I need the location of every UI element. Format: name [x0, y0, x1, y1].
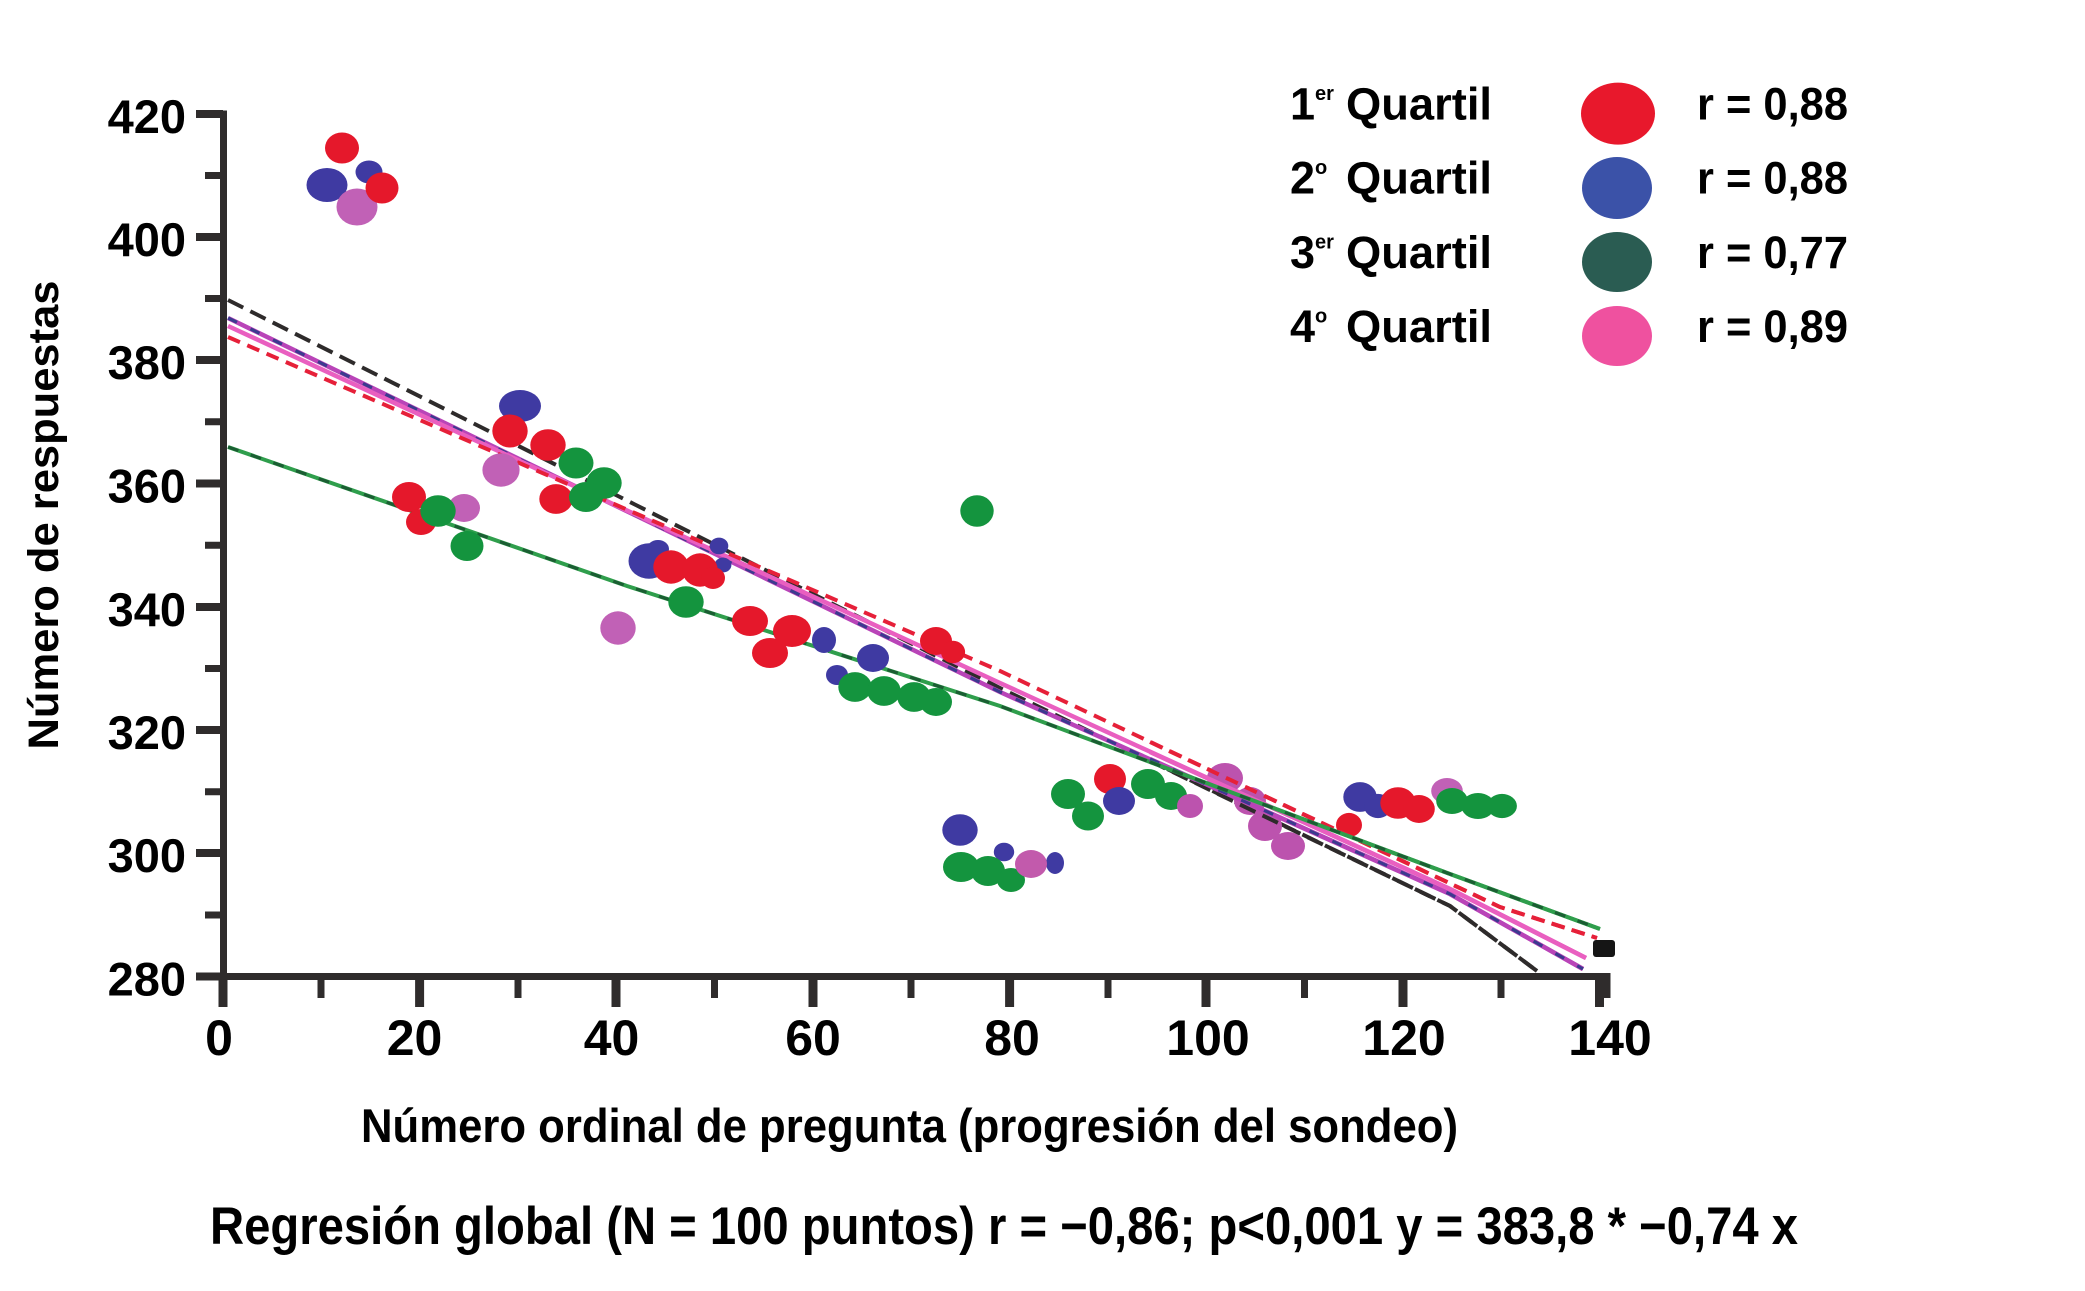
svg-text:r = 0,77: r = 0,77	[1697, 227, 1848, 278]
svg-text:r = 0,89: r = 0,89	[1697, 301, 1848, 352]
svg-text:r = 0,88: r = 0,88	[1697, 79, 1848, 130]
svg-text:Quartil: Quartil	[1346, 227, 1492, 278]
svg-text:100: 100	[1166, 1010, 1249, 1066]
svg-text:300: 300	[108, 829, 186, 882]
svg-text:2o: 2o	[1290, 153, 1327, 204]
svg-text:0: 0	[205, 1010, 233, 1066]
svg-text:360: 360	[108, 460, 186, 513]
svg-text:40: 40	[584, 1010, 640, 1066]
svg-text:Número ordinal de pregunta (pr: Número ordinal de pregunta (progresión d…	[361, 1099, 1458, 1152]
svg-text:Quartil: Quartil	[1346, 301, 1492, 352]
svg-text:Quartil: Quartil	[1346, 153, 1492, 204]
svg-text:80: 80	[984, 1010, 1040, 1066]
svg-text:Regresión global (N = 100 punt: Regresión global (N = 100 puntos) r = −0…	[210, 1197, 1798, 1256]
svg-text:20: 20	[387, 1010, 443, 1066]
svg-text:3er: 3er	[1290, 227, 1334, 278]
svg-text:4o: 4o	[1290, 301, 1327, 352]
svg-text:320: 320	[108, 706, 186, 759]
svg-text:Número de respuestas: Número de respuestas	[20, 281, 68, 750]
svg-text:60: 60	[785, 1010, 841, 1066]
svg-text:140: 140	[1568, 1010, 1651, 1066]
svg-text:400: 400	[108, 213, 186, 266]
svg-text:280: 280	[108, 953, 186, 1006]
svg-text:420: 420	[108, 90, 186, 143]
svg-text:1er: 1er	[1290, 79, 1334, 130]
svg-text:r = 0,88: r = 0,88	[1697, 153, 1848, 204]
svg-text:380: 380	[108, 336, 186, 389]
svg-text:120: 120	[1362, 1010, 1445, 1066]
svg-text:Quartil: Quartil	[1346, 79, 1492, 130]
svg-text:340: 340	[108, 583, 186, 636]
